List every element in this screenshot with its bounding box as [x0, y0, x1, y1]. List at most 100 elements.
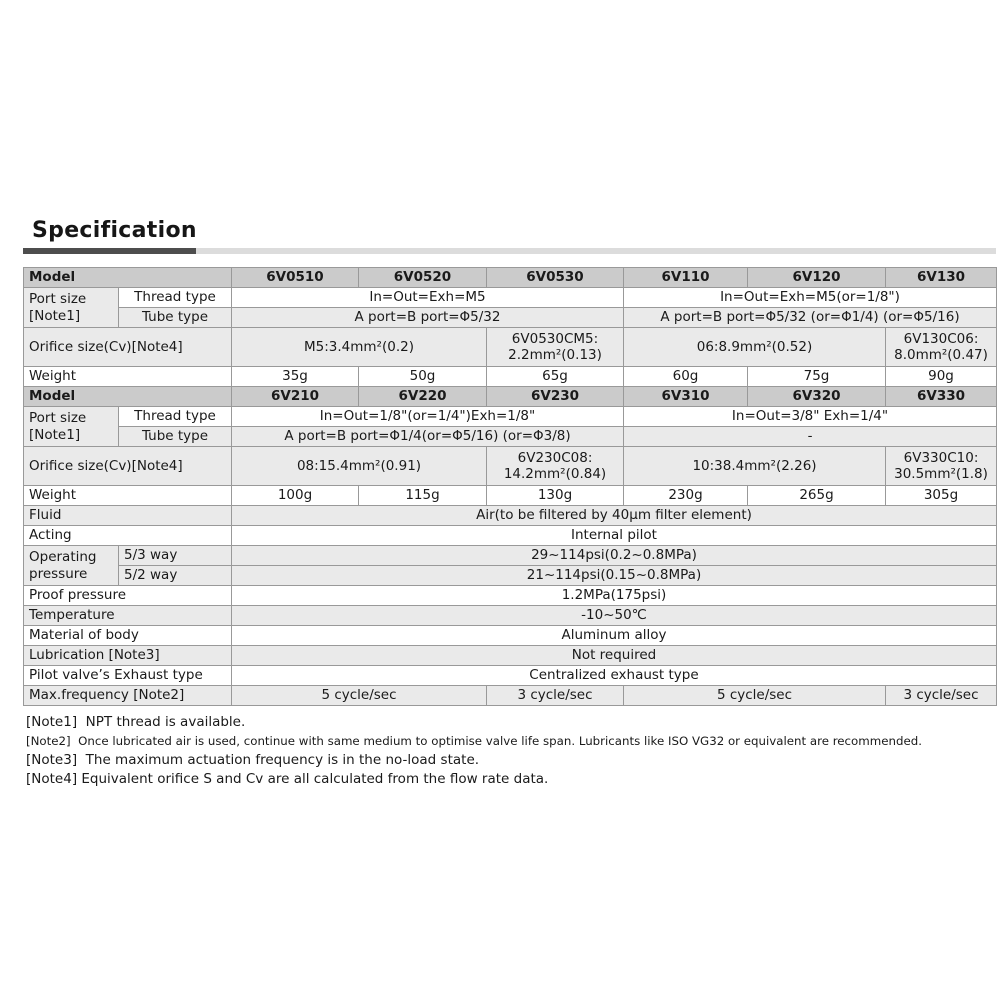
tube-type-row-1: Tube type A port=B port=Φ5/32 A port=B p… — [24, 307, 997, 328]
acting-row: Acting Internal pilot — [23, 525, 997, 546]
note-4: [Note4] Equivalent orifice S and Cv are … — [26, 771, 549, 787]
max-frequency-cell: 3 cycle/sec — [486, 685, 624, 706]
thread-type-label: Thread type — [118, 287, 232, 308]
spec-value-cell: 21~114psi(0.15~0.8MPa) — [231, 565, 997, 586]
spec-value-cell: M5:3.4mm²(0.2) — [231, 327, 487, 367]
notes-section: [Note1] NPT thread is available. [Note2]… — [23, 713, 996, 789]
model-cell: 6V320 — [747, 386, 886, 407]
thread-type-row-2: Port size [Note1] Thread type In=Out=1/8… — [23, 406, 997, 447]
weight-row-1: Weight 35g 50g 65g 60g 75g 90g — [23, 366, 997, 387]
spec-value-cell: Aluminum alloy — [231, 625, 997, 646]
operating-pressure-row-52: 5/2 way 21~114psi(0.15~0.8MPa) — [24, 565, 997, 586]
specification-table: Model 6V0510 6V0520 6V0530 6V110 6V120 6… — [23, 267, 997, 706]
model-cell: 6V0510 — [231, 267, 359, 288]
spec-value-cell: 6V330C10: 30.5mm²(1.8) — [885, 446, 997, 486]
spec-value-cell: Not required — [231, 645, 997, 666]
spec-value-cell: 6V130C06: 8.0mm²(0.47) — [885, 327, 997, 367]
weight-cell: 130g — [486, 485, 624, 506]
title-underline-dark-segment — [23, 248, 196, 254]
model-cell: 6V220 — [358, 386, 487, 407]
spec-value-cell: Internal pilot — [231, 525, 997, 546]
model-cell: 6V210 — [231, 386, 359, 407]
orifice-row-label: Orifice size(Cv)[Note4] — [23, 446, 232, 486]
temperature-label: Temperature — [23, 605, 232, 626]
orifice-row-label: Orifice size(Cv)[Note4] — [23, 327, 232, 367]
spec-sheet: Specification Model 6V0510 6V0520 6V0530… — [23, 218, 997, 789]
max-frequency-label: Max.frequency [Note2] — [23, 685, 232, 706]
max-frequency-cell: 3 cycle/sec — [885, 685, 997, 706]
acting-label: Acting — [23, 525, 232, 546]
spec-value-cell: In=Out=Exh=M5 — [231, 287, 624, 308]
spec-value-cell: Air(to be filtered by 40μm filter elemen… — [231, 505, 997, 526]
spec-value-cell: 1.2MPa(175psi) — [231, 585, 997, 606]
tube-type-row-2: Tube type A port=B port=Φ1/4(or=Φ5/16) (… — [24, 426, 997, 447]
thread-type-row-1: Port size [Note1] Thread type In=Out=Exh… — [23, 287, 997, 328]
model-cell: 6V0520 — [358, 267, 487, 288]
weight-cell: 90g — [885, 366, 997, 387]
weight-row-label: Weight — [23, 366, 232, 387]
note-2: [Note2] Once lubricated air is used, con… — [26, 734, 922, 748]
proof-pressure-label: Proof pressure — [23, 585, 232, 606]
port-size-label: Port size [Note1] — [23, 406, 119, 447]
model-cell: 6V130 — [885, 267, 997, 288]
spec-value-cell: A port=B port=Φ1/4(or=Φ5/16) (or=Φ3/8) — [231, 426, 624, 447]
material-label: Material of body — [23, 625, 232, 646]
operating-pressure-row-53: Operating pressure 5/3 way 29~114psi(0.2… — [23, 545, 997, 586]
exhaust-type-row: Pilot valve’s Exhaust type Centralized e… — [23, 665, 997, 686]
orifice-row-2: Orifice size(Cv)[Note4] 08:15.4mm²(0.91)… — [23, 446, 997, 486]
model-row-2: Model 6V210 6V220 6V230 6V310 6V320 6V33… — [23, 386, 997, 407]
spec-value-cell: In=Out=3/8" Exh=1/4" — [623, 406, 997, 427]
spec-value-cell: - — [623, 426, 997, 447]
spec-value-cell: A port=B port=Φ5/32 (or=Φ1/4) (or=Φ5/16) — [623, 307, 997, 328]
spec-value-cell: In=Out=1/8"(or=1/4")Exh=1/8" — [231, 406, 624, 427]
spec-value-cell: 6V230C08: 14.2mm²(0.84) — [486, 446, 624, 486]
tube-type-label: Tube type — [118, 426, 232, 447]
fluid-label: Fluid — [23, 505, 232, 526]
weight-cell: 100g — [231, 485, 359, 506]
spec-value-cell: A port=B port=Φ5/32 — [231, 307, 624, 328]
title-underline-rule — [23, 248, 996, 254]
orifice-row-1: Orifice size(Cv)[Note4] M5:3.4mm²(0.2) 6… — [23, 327, 997, 367]
lubrication-row: Lubrication [Note3] Not required — [23, 645, 997, 666]
spec-value-cell: In=Out=Exh=M5(or=1/8") — [623, 287, 997, 308]
model-cell: 6V310 — [623, 386, 748, 407]
weight-row-label: Weight — [23, 485, 232, 506]
lubrication-label: Lubrication [Note3] — [23, 645, 232, 666]
weight-cell: 265g — [747, 485, 886, 506]
note-1: [Note1] NPT thread is available. — [26, 714, 246, 730]
weight-cell: 115g — [358, 485, 487, 506]
spec-value-cell: Centralized exhaust type — [231, 665, 997, 686]
spec-value-cell: -10~50℃ — [231, 605, 997, 626]
spec-value-cell: 08:15.4mm²(0.91) — [231, 446, 487, 486]
model-cell: 6V330 — [885, 386, 997, 407]
weight-cell: 75g — [747, 366, 886, 387]
way-52-label: 5/2 way — [118, 565, 232, 586]
page-title: Specification — [32, 218, 197, 243]
weight-row-2: Weight 100g 115g 130g 230g 265g 305g — [23, 485, 997, 506]
model-cell: 6V230 — [486, 386, 624, 407]
model-cell: 6V0530 — [486, 267, 624, 288]
fluid-row: Fluid Air(to be filtered by 40μm filter … — [23, 505, 997, 526]
weight-cell: 50g — [358, 366, 487, 387]
model-row-label: Model — [23, 386, 232, 407]
spec-value-cell: 6V0530CM5: 2.2mm²(0.13) — [486, 327, 624, 367]
spec-value-cell: 29~114psi(0.2~0.8MPa) — [231, 545, 997, 566]
way-53-label: 5/3 way — [118, 545, 232, 566]
spec-value-cell: 06:8.9mm²(0.52) — [623, 327, 886, 367]
max-frequency-cell: 5 cycle/sec — [623, 685, 886, 706]
model-row-1: Model 6V0510 6V0520 6V0530 6V110 6V120 6… — [23, 267, 997, 288]
model-cell: 6V110 — [623, 267, 748, 288]
weight-cell: 305g — [885, 485, 997, 506]
material-row: Material of body Aluminum alloy — [23, 625, 997, 646]
thread-type-label: Thread type — [118, 406, 232, 427]
weight-cell: 65g — [486, 366, 624, 387]
spec-value-cell: 10:38.4mm²(2.26) — [623, 446, 886, 486]
weight-cell: 60g — [623, 366, 748, 387]
max-frequency-cell: 5 cycle/sec — [231, 685, 487, 706]
tube-type-label: Tube type — [118, 307, 232, 328]
max-frequency-row: Max.frequency [Note2] 5 cycle/sec 3 cycl… — [23, 685, 997, 706]
port-size-label: Port size [Note1] — [23, 287, 119, 328]
proof-pressure-row: Proof pressure 1.2MPa(175psi) — [23, 585, 997, 606]
weight-cell: 230g — [623, 485, 748, 506]
note-3: [Note3] The maximum actuation frequency … — [26, 752, 480, 768]
